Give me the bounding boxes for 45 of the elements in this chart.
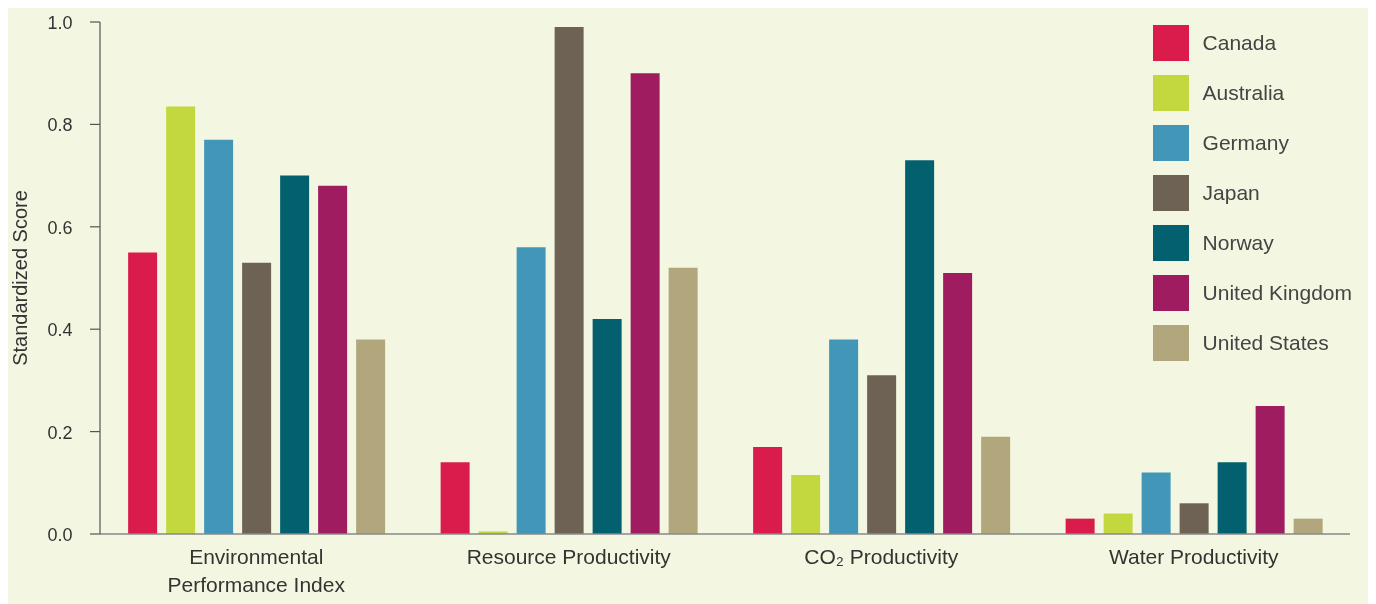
bar [791, 475, 821, 534]
legend-label: United Kingdom [1202, 281, 1352, 305]
bar [1217, 462, 1247, 534]
bar [516, 247, 546, 534]
bar [128, 252, 158, 534]
bar [905, 160, 935, 534]
bar [1103, 513, 1133, 534]
bar [204, 139, 234, 534]
legend-label: Canada [1202, 31, 1277, 55]
bar [630, 73, 660, 534]
bar [1255, 406, 1285, 534]
legend-label: United States [1202, 331, 1329, 355]
bar [867, 375, 897, 534]
y-axis-title: Standardized Score [9, 190, 32, 366]
bar [592, 318, 622, 534]
bar [1179, 503, 1209, 534]
legend-label: Germany [1202, 131, 1289, 155]
y-tick-label: 0.0 [47, 525, 73, 545]
bar [554, 27, 584, 534]
y-tick-label: 0.2 [47, 422, 73, 443]
bar [1141, 472, 1171, 534]
bar [440, 462, 470, 534]
bar [943, 272, 973, 534]
legend-label: Australia [1202, 81, 1285, 105]
bar [1293, 518, 1323, 534]
bar [318, 185, 348, 534]
y-tick-label: 0.4 [47, 320, 73, 341]
y-tick-label: 0.6 [47, 217, 73, 238]
bar [981, 436, 1011, 534]
legend-label: Norway [1202, 231, 1274, 255]
bar [1065, 518, 1095, 534]
bar [753, 446, 783, 534]
bar [280, 175, 310, 534]
bar [242, 262, 272, 534]
x-tick-label: CO₂ Productivity [804, 545, 959, 568]
x-tick-label: Environmental Performance Index [167, 545, 346, 596]
bar [668, 267, 698, 534]
x-tick-label: Water Productivity [1108, 545, 1280, 568]
y-tick-label: 1.0 [47, 13, 73, 33]
x-tick-label: Resource Productivity [466, 545, 672, 568]
bar [829, 339, 859, 534]
legend-label: Japan [1202, 181, 1260, 205]
bar [356, 339, 386, 534]
y-tick-label: 0.8 [47, 115, 73, 136]
bar [166, 106, 196, 534]
